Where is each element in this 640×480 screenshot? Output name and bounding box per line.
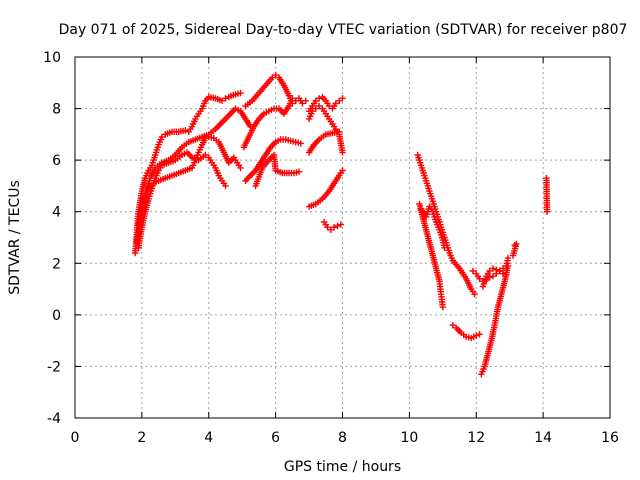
y-tick-label: 6 <box>52 153 61 169</box>
data-point <box>158 133 166 141</box>
data-point <box>493 266 500 273</box>
data-point <box>330 224 338 231</box>
data-point <box>302 97 309 104</box>
data-point <box>486 267 493 275</box>
axis-ticks <box>74 56 611 419</box>
data-point <box>272 71 279 79</box>
data-point <box>476 275 483 282</box>
data-point <box>489 265 497 272</box>
x-tick-label: 12 <box>467 430 485 446</box>
data-point <box>339 149 346 156</box>
data-point <box>499 270 507 277</box>
data-point <box>312 105 319 112</box>
data-point <box>336 128 343 135</box>
x-tick-labels: 0 2 4 6 8 10 12 14 16 <box>71 430 619 446</box>
data-point <box>473 332 480 339</box>
data-point <box>295 168 303 175</box>
y-tick-label: 0 <box>52 308 61 324</box>
y-tick-label: 10 <box>43 50 61 66</box>
data-point <box>486 274 493 281</box>
y-tick-label: -4 <box>47 411 61 427</box>
data-point <box>324 224 331 231</box>
x-tick-label: 10 <box>400 430 418 446</box>
data-point <box>332 100 339 107</box>
data-point <box>489 273 497 280</box>
data-point <box>476 331 483 338</box>
data-point <box>269 74 276 81</box>
x-axis-label: GPS time / hours <box>284 459 401 475</box>
data-point <box>543 208 551 215</box>
data-point <box>222 95 229 102</box>
data-point <box>237 164 244 172</box>
y-axis-label: SDTVAR / TECUs <box>7 180 23 295</box>
data-point <box>292 97 299 104</box>
data-point <box>449 322 456 329</box>
data-point <box>441 244 448 251</box>
data-point <box>334 222 341 230</box>
y-tick-labels: -4 -2 0 2 4 6 8 10 <box>43 50 61 427</box>
data-point <box>315 102 323 110</box>
x-tick-label: 4 <box>204 430 213 446</box>
data-point <box>337 221 344 228</box>
data-point <box>336 97 343 104</box>
data-point <box>312 97 319 104</box>
data-point <box>439 303 446 311</box>
data-point <box>509 252 517 259</box>
y-tick-label: -2 <box>47 359 61 375</box>
data-point <box>237 89 244 97</box>
data-point <box>218 97 226 104</box>
data-point <box>222 182 229 190</box>
grid <box>75 57 610 418</box>
data-point <box>309 108 316 115</box>
y-tick-label: 2 <box>52 256 61 272</box>
data-point <box>469 267 477 275</box>
data-point <box>339 95 346 102</box>
data-point <box>471 291 478 298</box>
x-tick-label: 16 <box>601 430 619 446</box>
data-point <box>299 100 306 107</box>
y-tick-label: 4 <box>52 205 61 221</box>
chart-title: Day 071 of 2025, Sidereal Day-to-day VTE… <box>59 22 628 38</box>
data-point <box>297 140 304 147</box>
data-point <box>504 262 512 270</box>
data-point <box>496 267 503 275</box>
data-point <box>339 167 346 174</box>
data-point <box>289 95 296 102</box>
x-tick-label: 6 <box>271 430 280 446</box>
data-point <box>202 135 209 142</box>
data-points <box>132 71 551 378</box>
x-tick-label: 2 <box>137 430 146 446</box>
x-tick-label: 0 <box>71 430 80 446</box>
y-tick-label: 8 <box>52 102 61 118</box>
data-point <box>327 226 334 233</box>
data-point <box>182 127 189 134</box>
x-tick-label: 8 <box>338 430 347 446</box>
data-point <box>504 254 512 262</box>
data-point <box>202 151 209 159</box>
x-tick-label: 14 <box>534 430 552 446</box>
